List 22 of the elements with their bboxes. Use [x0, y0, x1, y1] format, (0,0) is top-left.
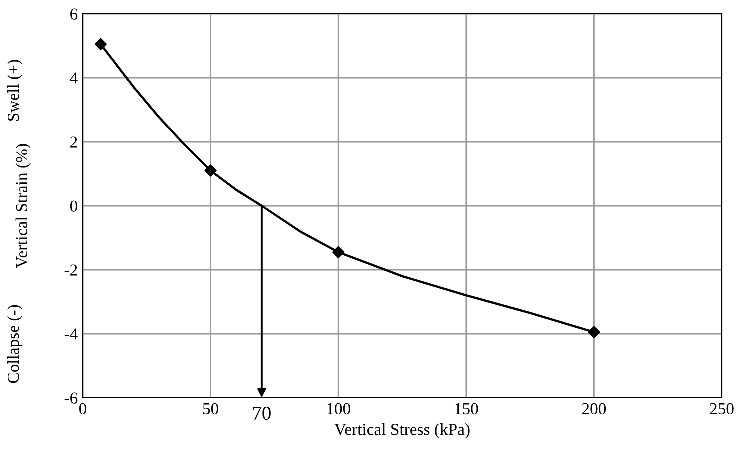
y-tick-label: -6	[64, 392, 78, 404]
x-tick-label: 0	[79, 403, 87, 415]
y-tick-label: 0	[70, 200, 78, 212]
y-tick-label: 4	[70, 72, 78, 84]
y-tick-label: -2	[64, 264, 78, 276]
x-tick-label: 200	[582, 403, 606, 415]
y-tick-label: 2	[70, 136, 78, 148]
y-tick-label: -4	[64, 328, 78, 340]
annotation: 70	[253, 406, 271, 420]
x-axis-title: Vertical Stress (kPa)	[334, 424, 470, 439]
x-tick-label: 150	[455, 403, 478, 415]
y-axis-title: Vertical Strain (%)	[16, 144, 31, 268]
text: Collapse (-)	[7, 305, 23, 384]
point	[332, 246, 345, 258]
text: Swell (+)	[7, 60, 23, 121]
point	[94, 38, 107, 50]
x-tick-label: 100	[328, 403, 350, 415]
x-tick-label: 50	[203, 403, 218, 415]
point	[204, 164, 217, 177]
y-tick-label: 6	[70, 8, 78, 20]
point	[588, 326, 600, 338]
x-tick-label: 250	[710, 403, 734, 415]
